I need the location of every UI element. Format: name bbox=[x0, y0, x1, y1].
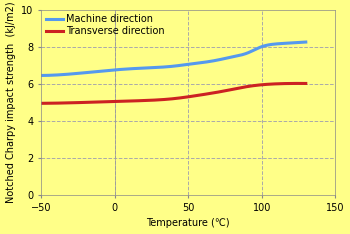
Machine direction bbox=[304, 41, 308, 44]
Machine direction bbox=[279, 42, 283, 45]
Machine direction bbox=[201, 61, 205, 64]
Machine direction bbox=[262, 44, 266, 47]
Transverse direction bbox=[197, 94, 201, 97]
Transverse direction bbox=[39, 102, 43, 105]
Transverse direction bbox=[296, 82, 300, 85]
X-axis label: Temperature (℃): Temperature (℃) bbox=[146, 219, 230, 228]
Machine direction bbox=[39, 74, 43, 77]
Transverse direction bbox=[262, 83, 266, 86]
Machine direction bbox=[196, 62, 200, 65]
Y-axis label: Notched Charpy impact strength  (kJ/m2): Notched Charpy impact strength (kJ/m2) bbox=[6, 2, 15, 203]
Legend: Machine direction, Transverse direction: Machine direction, Transverse direction bbox=[44, 12, 167, 38]
Machine direction bbox=[197, 62, 201, 64]
Transverse direction bbox=[196, 94, 200, 97]
Transverse direction bbox=[40, 102, 44, 105]
Line: Machine direction: Machine direction bbox=[41, 42, 306, 76]
Transverse direction bbox=[201, 93, 205, 96]
Line: Transverse direction: Transverse direction bbox=[41, 84, 306, 103]
Transverse direction bbox=[304, 82, 308, 85]
Transverse direction bbox=[279, 82, 283, 85]
Machine direction bbox=[40, 74, 44, 77]
